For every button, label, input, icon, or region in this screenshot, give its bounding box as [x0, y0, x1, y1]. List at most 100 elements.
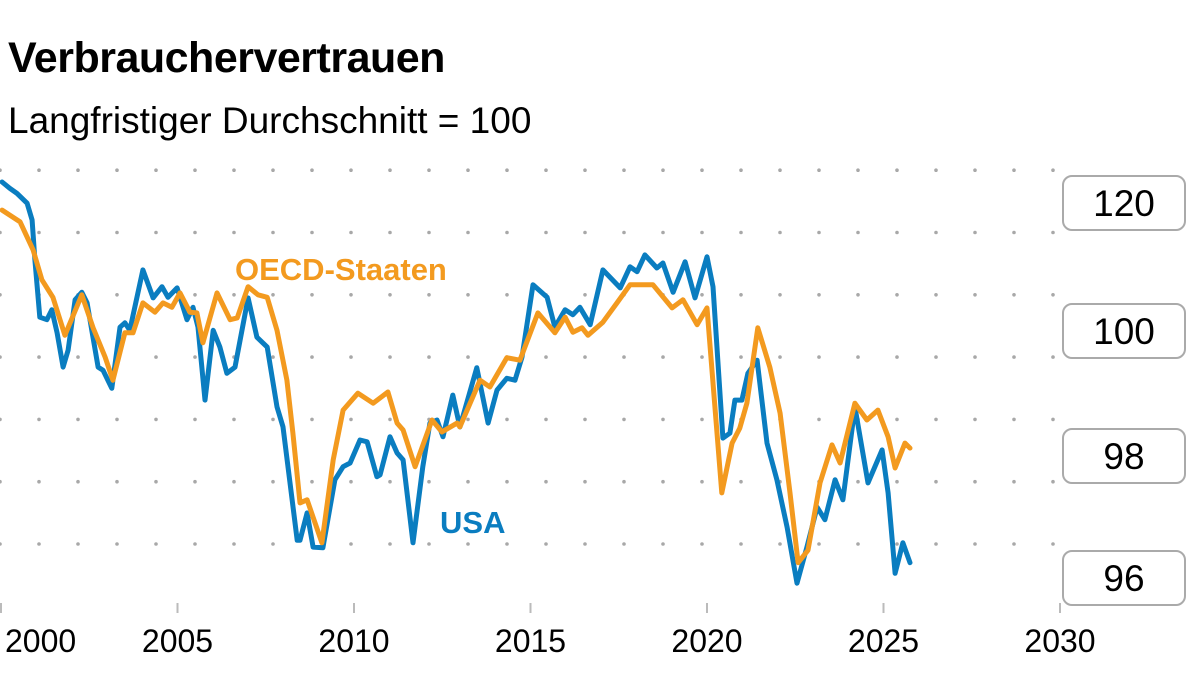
chart-subtitle: Langfristiger Durchschnitt = 100 [8, 100, 532, 141]
series-line-oecd-staaten [0, 207, 913, 566]
grid-dot [193, 479, 197, 484]
grid-dot [76, 355, 80, 359]
grid-dot [856, 230, 860, 235]
grid-dot [895, 479, 899, 484]
gridline [0, 230, 1055, 235]
y-tick-label: 96 [1062, 550, 1186, 606]
grid-dot [466, 230, 470, 235]
grid-dot [895, 542, 899, 546]
grid-dot [0, 417, 2, 422]
grid-dot [271, 230, 275, 235]
grid-dot [271, 293, 275, 297]
grid-dot [232, 417, 236, 422]
grid-dot [661, 355, 665, 359]
grid-dot [310, 479, 314, 484]
grid-dot [544, 355, 548, 359]
grid-dot [817, 293, 821, 297]
grid-dot [310, 168, 314, 172]
grid-dot [700, 293, 704, 297]
grid-dot [583, 542, 587, 546]
grid-dot [427, 293, 431, 297]
grid-dot [661, 417, 665, 422]
grid-dot [739, 168, 743, 172]
grid-dot [1012, 230, 1016, 235]
grid-dot [856, 168, 860, 172]
grid-dot [661, 230, 665, 235]
grid-dot [895, 417, 899, 422]
grid-dot [778, 230, 782, 235]
grid-dot [154, 168, 158, 172]
grid-dot [349, 479, 353, 484]
grid-dot [0, 479, 2, 484]
grid-dot [739, 355, 743, 359]
grid-dot [271, 479, 275, 484]
grid-dot [895, 293, 899, 297]
grid-dot [115, 542, 119, 546]
grid-dot [934, 168, 938, 172]
grid-dot [349, 230, 353, 235]
grid-dot [739, 542, 743, 546]
grid-dot [76, 417, 80, 422]
svg-text:100: 100 [1093, 311, 1155, 352]
grid-dot [778, 355, 782, 359]
grid-dot [505, 479, 509, 484]
grid-dot [349, 417, 353, 422]
gridline [0, 417, 1055, 422]
grid-dot [388, 479, 392, 484]
grid-dot [895, 355, 899, 359]
svg-text:96: 96 [1103, 558, 1144, 599]
grid-dot [1051, 230, 1055, 235]
grid-dot [505, 417, 509, 422]
x-tick-label: 2020 [671, 623, 742, 659]
grid-dot [37, 230, 41, 235]
grid-dot [0, 293, 2, 297]
gridline [0, 168, 1055, 172]
grid-dot [193, 168, 197, 172]
x-tick-label: 2005 [142, 623, 213, 659]
grid-dot [466, 293, 470, 297]
grid-dot [310, 293, 314, 297]
grid-dot [661, 542, 665, 546]
grid-dot [1012, 479, 1016, 484]
grid-dot [973, 168, 977, 172]
grid-dot [778, 293, 782, 297]
grid-dot [934, 230, 938, 235]
grid-dot [739, 479, 743, 484]
grid-dot [271, 542, 275, 546]
grid-dot [1051, 417, 1055, 422]
grid-dot [427, 479, 431, 484]
grid-dot [232, 168, 236, 172]
grid-dot [817, 417, 821, 422]
grid-dot [0, 168, 2, 172]
grid-dot [37, 479, 41, 484]
grid-dot [817, 355, 821, 359]
grid-dot [388, 230, 392, 235]
grid-dot [739, 230, 743, 235]
grid-dot [115, 479, 119, 484]
grid-dot [271, 355, 275, 359]
grid-dot [310, 355, 314, 359]
grid-dot [37, 355, 41, 359]
grid-dot [115, 417, 119, 422]
grid-dot [1051, 168, 1055, 172]
grid-dot [817, 542, 821, 546]
grid-dot [544, 479, 548, 484]
grid-dot [583, 479, 587, 484]
grid-dot [76, 168, 80, 172]
grid-dot [622, 168, 626, 172]
grid-dot [622, 230, 626, 235]
grid-dot [817, 168, 821, 172]
grid-dot [583, 168, 587, 172]
grid-dot [856, 542, 860, 546]
grid-dot [466, 355, 470, 359]
grid-dot [778, 168, 782, 172]
grid-dot [973, 542, 977, 546]
x-tick-label: 2010 [318, 623, 389, 659]
grid-dot [700, 479, 704, 484]
grid-dot [154, 542, 158, 546]
grid-dot [1051, 479, 1055, 484]
x-tick-label: 2030 [1024, 623, 1095, 659]
grid-dot [778, 542, 782, 546]
grid-dot [193, 542, 197, 546]
